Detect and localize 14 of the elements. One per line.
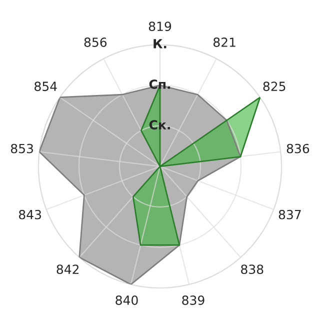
spoke-label: 821 [213,38,236,47]
spoke-label: 837 [278,210,301,220]
spoke-label: 825 [263,82,286,92]
spoke-label: 842 [56,264,79,274]
spoke-label: 838 [241,264,264,274]
spoke-label: 853 [10,144,33,154]
spoke-label: 840 [116,295,138,305]
spoke-label: 856 [84,38,107,47]
spoke-label: 843 [18,210,41,220]
spoke-label: 836 [286,144,310,154]
spoke-label: 819 [148,22,172,32]
spoke-label: 839 [182,295,204,305]
y-tick-label: К. [154,39,166,48]
spoke-label: 854 [34,82,57,92]
